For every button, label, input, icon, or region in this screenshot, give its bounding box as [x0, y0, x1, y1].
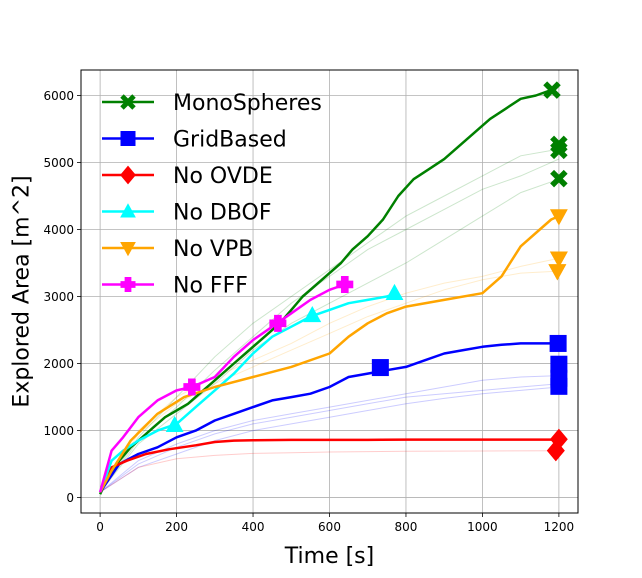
series-end-marker	[336, 275, 354, 293]
x-axis-label: Time [s]	[284, 544, 374, 569]
legend-label: No FFF	[173, 274, 248, 299]
legend-swatch-marker	[120, 94, 136, 110]
faint-run-end-marker	[550, 377, 568, 395]
y-tick-label: 6000	[43, 89, 74, 103]
faint-run-end-marker	[550, 141, 568, 160]
series-end-marker	[165, 415, 184, 433]
legend: MonoSpheres GridBased No OVDE No DBOF No VPB…	[102, 91, 322, 299]
legend-swatch-marker	[120, 277, 136, 292]
series-line	[98, 88, 552, 495]
x-tick-label: 0	[96, 520, 104, 534]
series-end-marker	[549, 334, 567, 352]
faint-run-line	[99, 148, 559, 493]
legend-entry: No OVDE	[102, 164, 273, 189]
series-end-marker	[543, 81, 561, 99]
series-end-marker	[549, 251, 568, 268]
series-end-marker	[549, 428, 568, 450]
legend-label: No VPB	[173, 237, 253, 262]
y-tick-label: 0	[66, 491, 74, 505]
y-tick-label: 2000	[43, 357, 74, 371]
x-tick-label: 1000	[467, 520, 498, 534]
faint-run-end-marker	[550, 355, 568, 373]
grid	[81, 70, 578, 513]
legend-entry: MonoSpheres	[102, 91, 322, 116]
series-end-marker	[303, 305, 322, 323]
series-line	[98, 438, 559, 493]
legend-swatch-marker	[120, 131, 136, 146]
series-line	[98, 214, 560, 493]
series-end-marker	[546, 440, 565, 462]
legend-swatch-marker	[120, 165, 136, 185]
series-end-marker	[548, 264, 567, 281]
faint-run-line	[99, 450, 559, 493]
legend-label: No OVDE	[173, 164, 273, 189]
faint-run-line	[99, 375, 559, 493]
series-end-marker	[371, 359, 389, 377]
series-lines	[98, 88, 560, 495]
y-tick-label: 1000	[43, 424, 74, 438]
series-end-marker	[183, 378, 201, 396]
legend-label: GridBased	[173, 128, 287, 153]
x-tick-label: 600	[318, 520, 341, 534]
series-line	[98, 283, 346, 493]
x-tick-label: 200	[165, 520, 188, 534]
series-end-marker	[385, 283, 404, 300]
legend-label: MonoSpheres	[173, 91, 322, 116]
y-axis-label: Explored Area [m^2]	[10, 175, 35, 407]
legend-swatch-marker	[120, 242, 136, 257]
end-markers	[165, 81, 568, 462]
faint-run-line	[99, 386, 559, 493]
x-tick-label: 400	[242, 520, 265, 534]
y-tick-label: 3000	[43, 290, 74, 304]
legend-entry: No FFF	[102, 274, 248, 299]
faint-run-end-marker	[550, 169, 568, 188]
series-end-marker	[549, 209, 568, 226]
legend-entry: No VPB	[102, 237, 253, 262]
series-end-marker	[269, 314, 287, 332]
faint-run-line	[99, 178, 560, 493]
legend-label: No DBOF	[173, 201, 272, 226]
faint-run-line	[99, 158, 560, 493]
y-tick-label: 4000	[43, 223, 74, 237]
legend-swatch-marker	[120, 203, 136, 218]
faint-run-line	[99, 257, 560, 493]
series-line	[99, 342, 559, 493]
y-tick-label: 5000	[43, 156, 74, 170]
axis-ticks: 0 200 400 600 800 1000 1200 0 1000 2000 3000 4000 50…	[43, 89, 574, 534]
series-line	[98, 292, 397, 493]
legend-entry: GridBased	[102, 128, 287, 153]
faint-run-line	[99, 270, 559, 493]
legend-entry: No DBOF	[102, 201, 272, 226]
x-tick-label: 1200	[544, 520, 575, 534]
x-tick-label: 800	[395, 520, 418, 534]
